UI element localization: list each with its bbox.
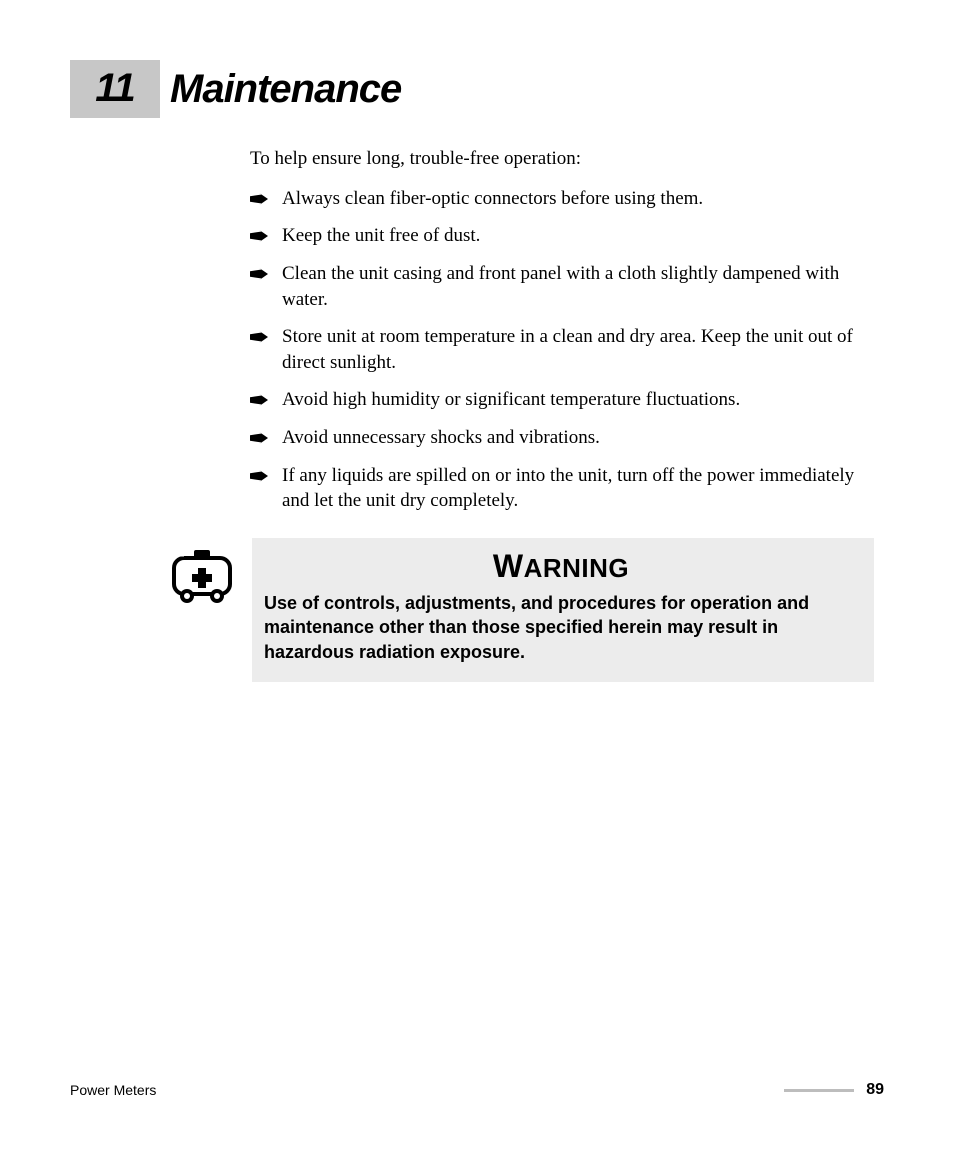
list-item: Clean the unit casing and front panel wi…	[250, 261, 874, 312]
bullet-list: Always clean fiber-optic connectors befo…	[250, 186, 874, 514]
arrow-bullet-icon	[250, 229, 268, 243]
chapter-title: Maintenance	[170, 67, 401, 112]
warning-body: Use of controls, adjustments, and proced…	[264, 591, 858, 664]
list-item-text: Clean the unit casing and front panel wi…	[282, 261, 874, 312]
arrow-bullet-icon	[250, 192, 268, 206]
document-page: 11 Maintenance To help ensure long, trou…	[0, 0, 954, 1159]
content-block: To help ensure long, trouble-free operat…	[250, 146, 874, 514]
arrow-bullet-icon	[250, 393, 268, 407]
warning-box: WARNING Use of controls, adjustments, an…	[252, 538, 874, 682]
chapter-number: 11	[95, 66, 135, 111]
footer-page-number: 89	[866, 1081, 884, 1099]
warning-title: WARNING	[264, 548, 858, 585]
chapter-number-box: 11	[70, 60, 160, 118]
list-item-text: Keep the unit free of dust.	[282, 223, 874, 249]
arrow-bullet-icon	[250, 330, 268, 344]
footer-rule	[784, 1089, 854, 1092]
arrow-bullet-icon	[250, 431, 268, 445]
intro-text: To help ensure long, trouble-free operat…	[250, 146, 874, 172]
warning-section: WARNING Use of controls, adjustments, an…	[170, 538, 874, 682]
list-item: Avoid unnecessary shocks and vibrations.	[250, 425, 874, 451]
arrow-bullet-icon	[250, 469, 268, 483]
footer-right: 89	[784, 1081, 884, 1099]
list-item-text: Always clean fiber-optic connectors befo…	[282, 186, 874, 212]
list-item: Always clean fiber-optic connectors befo…	[250, 186, 874, 212]
list-item: If any liquids are spilled on or into th…	[250, 463, 874, 514]
list-item: Store unit at room temperature in a clea…	[250, 324, 874, 375]
list-item-text: If any liquids are spilled on or into th…	[282, 463, 874, 514]
footer-doc-title: Power Meters	[70, 1082, 156, 1098]
arrow-bullet-icon	[250, 267, 268, 281]
chapter-heading: 11 Maintenance	[70, 60, 884, 118]
list-item-text: Avoid high humidity or significant tempe…	[282, 387, 874, 413]
ambulance-icon	[170, 544, 234, 608]
page-footer: Power Meters 89	[0, 1081, 954, 1099]
list-item-text: Avoid unnecessary shocks and vibrations.	[282, 425, 874, 451]
list-item: Keep the unit free of dust.	[250, 223, 874, 249]
list-item: Avoid high humidity or significant tempe…	[250, 387, 874, 413]
list-item-text: Store unit at room temperature in a clea…	[282, 324, 874, 375]
